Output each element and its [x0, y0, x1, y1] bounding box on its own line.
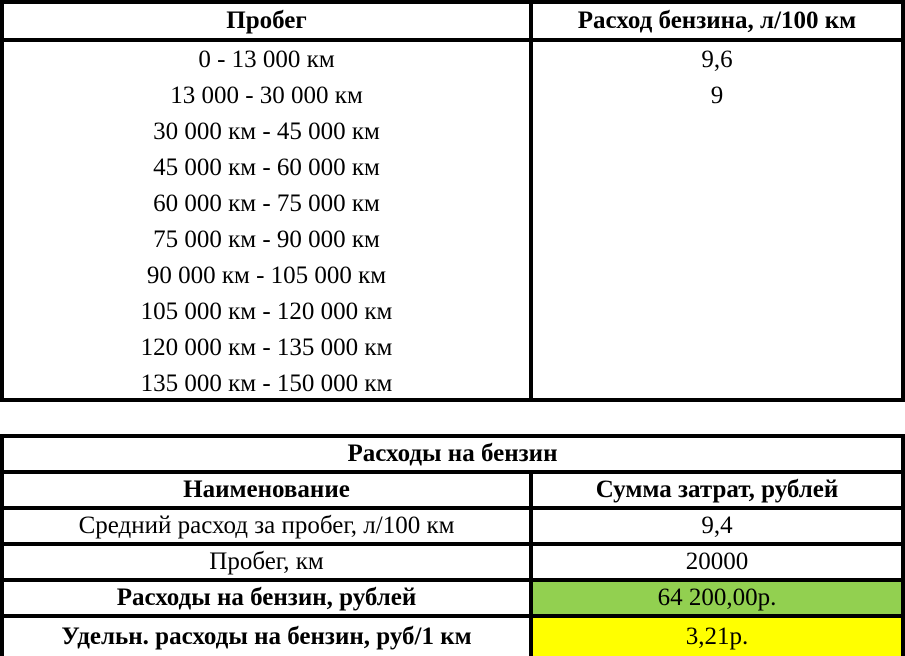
table-row: 60 000 км - 75 000 км [4, 186, 901, 222]
table-row: 90 000 км - 105 000 км [4, 258, 901, 294]
cell-mileage[interactable]: 90 000 км - 105 000 км [4, 258, 533, 294]
cell-consumption[interactable] [533, 294, 901, 330]
cell-mileage[interactable]: 30 000 км - 45 000 км [4, 114, 533, 150]
cell-value[interactable]: 20000 [685, 548, 749, 575]
table-row: 135 000 км - 150 000 км [4, 366, 901, 402]
header-amount: Сумма затрат, рублей [595, 476, 839, 503]
cell-consumption[interactable] [533, 258, 901, 294]
cell-value-total[interactable]: 64 200,00р. [533, 582, 901, 614]
table-row: 105 000 км - 120 000 км [4, 294, 901, 330]
cell-consumption[interactable] [533, 186, 901, 222]
cell-mileage[interactable]: 60 000 км - 75 000 км [4, 186, 533, 222]
cell-mileage[interactable]: 105 000 км - 120 000 км [4, 294, 533, 330]
table-row: 75 000 км - 90 000 км [4, 222, 901, 258]
table-header-row: Пробег Расход бензина, л/100 км [4, 4, 901, 42]
cell-mileage[interactable]: 120 000 км - 135 000 км [4, 330, 533, 366]
table-row: 0 - 13 000 км 9,6 [4, 42, 901, 78]
table-row: 45 000 км - 60 000 км [4, 150, 901, 186]
cell-mileage[interactable]: 75 000 км - 90 000 км [4, 222, 533, 258]
table-row: 30 000 км - 45 000 км [4, 114, 901, 150]
table-title-row: Расходы на бензин [4, 438, 901, 474]
table-row-mileage: Пробег, км 20000 [4, 546, 901, 582]
table-row: 13 000 - 30 000 км 9 [4, 78, 901, 114]
cell-value[interactable]: 9,4 [701, 512, 733, 539]
table-row: 120 000 км - 135 000 км [4, 330, 901, 366]
table-title: Расходы на бензин [347, 440, 558, 467]
cell-consumption[interactable] [533, 150, 901, 186]
mileage-consumption-table: Пробег Расход бензина, л/100 км 0 - 13 0… [0, 0, 905, 402]
cell-consumption[interactable] [533, 330, 901, 366]
cell-mileage[interactable]: 0 - 13 000 км [4, 42, 533, 78]
cell-label[interactable]: Расходы на бензин, рублей [4, 582, 533, 614]
cell-consumption[interactable]: 9,6 [701, 46, 733, 73]
cell-label[interactable]: Удельн. расходы на бензин, руб/1 км [4, 618, 533, 656]
header-consumption: Расход бензина, л/100 км [577, 7, 857, 34]
cell-label[interactable]: Средний расход за пробег, л/100 км [4, 510, 533, 542]
header-mileage: Пробег [4, 4, 533, 38]
cell-value-per-km[interactable]: 3,21р. [533, 618, 901, 656]
table-header-row: Наименование Сумма затрат, рублей [4, 474, 901, 510]
cell-consumption[interactable] [533, 222, 901, 258]
table-row-avg-consumption: Средний расход за пробег, л/100 км 9,4 [4, 510, 901, 546]
cell-mileage[interactable]: 45 000 км - 60 000 км [4, 150, 533, 186]
fuel-expenses-table: Расходы на бензин Наименование Сумма зат… [0, 434, 905, 656]
cell-consumption[interactable]: 9 [710, 82, 724, 109]
cell-consumption[interactable] [533, 114, 901, 150]
cell-mileage[interactable]: 135 000 км - 150 000 км [4, 366, 533, 402]
table-row-total-expenses: Расходы на бензин, рублей 64 200,00р. [4, 582, 901, 618]
cell-consumption[interactable] [533, 366, 901, 402]
header-name: Наименование [4, 474, 533, 506]
cell-label[interactable]: Пробег, км [4, 546, 533, 578]
table-row-per-km: Удельн. расходы на бензин, руб/1 км 3,21… [4, 618, 901, 656]
cell-mileage[interactable]: 13 000 - 30 000 км [4, 78, 533, 114]
